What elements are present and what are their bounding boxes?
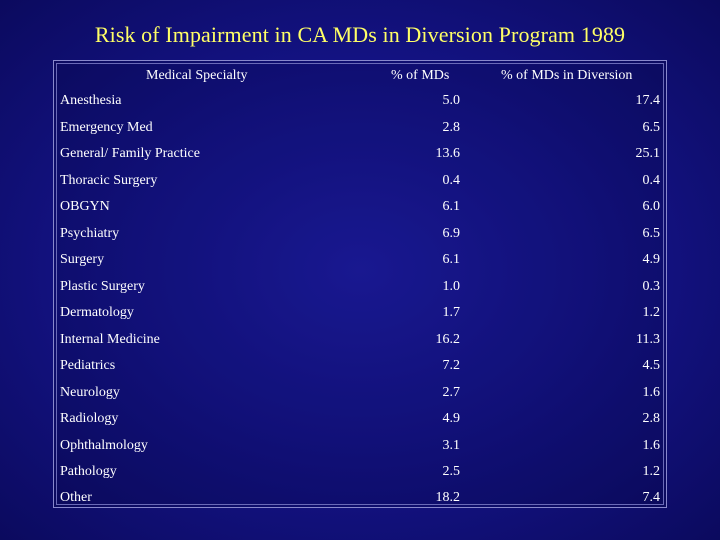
table-row: OBGYN 6.1 6.0 [54,194,668,220]
specialty-cell: Anesthesia [60,93,122,108]
table-row: Plastic Surgery 1.0 0.3 [54,274,668,300]
table-header-row: Medical Specialty % of MDs % of MDs in D… [54,65,668,87]
pct-diversion-cell: 6.5 [642,225,661,241]
table-row: Thoracic Surgery 0.4 0.4 [54,168,668,194]
table-row: Emergency Med 2.8 6.5 [54,115,668,141]
specialty-cell: Dermatology [60,305,134,320]
pct-mds-cell: 6.1 [442,199,461,214]
specialty-cell: Surgery [60,252,105,267]
header-medical-specialty: Medical Specialty [146,68,248,83]
table-row: Other 18.2 7.4 [54,485,668,511]
pct-mds-cell: 6.1 [442,252,461,267]
pct-mds-cell: 1.0 [442,278,461,294]
pct-diversion-cell: 1.6 [642,437,661,453]
specialty-cell: Ophthalmology [60,437,148,453]
specialty-cell: Emergency Med [60,119,153,135]
pct-mds-cell: 2.8 [442,119,461,135]
table-row: Radiology 4.9 2.8 [54,406,668,432]
pct-mds-cell: 2.7 [442,384,461,400]
pct-mds-cell: 13.6 [435,146,461,161]
pct-mds-cell: 7.2 [442,358,461,373]
pct-diversion-cell: 17.4 [635,93,661,108]
specialty-cell: Other [60,490,92,505]
slide-title: Risk of Impairment in CA MDs in Diversio… [94,22,626,47]
specialty-cell: Radiology [60,411,119,426]
specialty-cell: Neurology [60,384,120,400]
header-pct-mds: % of MDs [391,68,450,83]
pct-mds-cell: 1.7 [442,305,461,320]
pct-mds-cell: 6.9 [442,225,461,241]
specialty-cell: General/ Family Practice [60,146,200,161]
header-pct-diversion: % of MDs in Diversion [501,68,633,83]
pct-diversion-cell: 0.4 [642,172,661,188]
table-row: Internal Medicine 16.2 11.3 [54,327,668,353]
table-row: Pediatrics 7.2 4.5 [54,353,668,379]
specialty-cell: Plastic Surgery [60,278,145,294]
pct-diversion-cell: 1.6 [642,384,661,400]
specialty-cell: OBGYN [60,199,110,214]
data-table: Medical Specialty % of MDs % of MDs in D… [53,60,667,508]
specialty-cell: Pathology [60,464,117,479]
pct-diversion-cell: 7.4 [642,490,661,505]
pct-diversion-cell: 1.2 [642,305,661,320]
pct-diversion-cell: 25.1 [635,146,661,161]
pct-mds-cell: 2.5 [442,464,461,479]
pct-mds-cell: 16.2 [435,331,461,347]
pct-mds-cell: 0.4 [442,172,461,188]
pct-mds-cell: 18.2 [435,490,461,505]
table-row: Psychiatry 6.9 6.5 [54,221,668,247]
table-row: Anesthesia 5.0 17.4 [54,88,668,114]
table-row: Neurology 2.7 1.6 [54,380,668,406]
specialty-cell: Internal Medicine [60,331,160,347]
table-row: Pathology 2.5 1.2 [54,459,668,485]
specialty-cell: Psychiatry [60,225,120,241]
pct-mds-cell: 3.1 [442,437,461,453]
specialty-cell: Pediatrics [60,358,116,373]
pct-mds-cell: 4.9 [442,411,461,426]
table-inner-border [56,63,664,505]
pct-diversion-cell: 2.8 [642,411,661,426]
table-row: Ophthalmology 3.1 1.6 [54,433,668,459]
pct-mds-cell: 5.0 [442,93,461,108]
pct-diversion-cell: 6.5 [642,119,661,135]
pct-diversion-cell: 4.5 [642,358,661,373]
pct-diversion-cell: 1.2 [642,464,661,479]
table-row: Dermatology 1.7 1.2 [54,300,668,326]
table-row: Surgery 6.1 4.9 [54,247,668,273]
pct-diversion-cell: 11.3 [636,331,660,347]
pct-diversion-cell: 0.3 [642,278,661,294]
pct-diversion-cell: 6.0 [642,199,661,214]
pct-diversion-cell: 4.9 [642,252,661,267]
table-row: General/ Family Practice 13.6 25.1 [54,141,668,167]
specialty-cell: Thoracic Surgery [60,172,158,188]
